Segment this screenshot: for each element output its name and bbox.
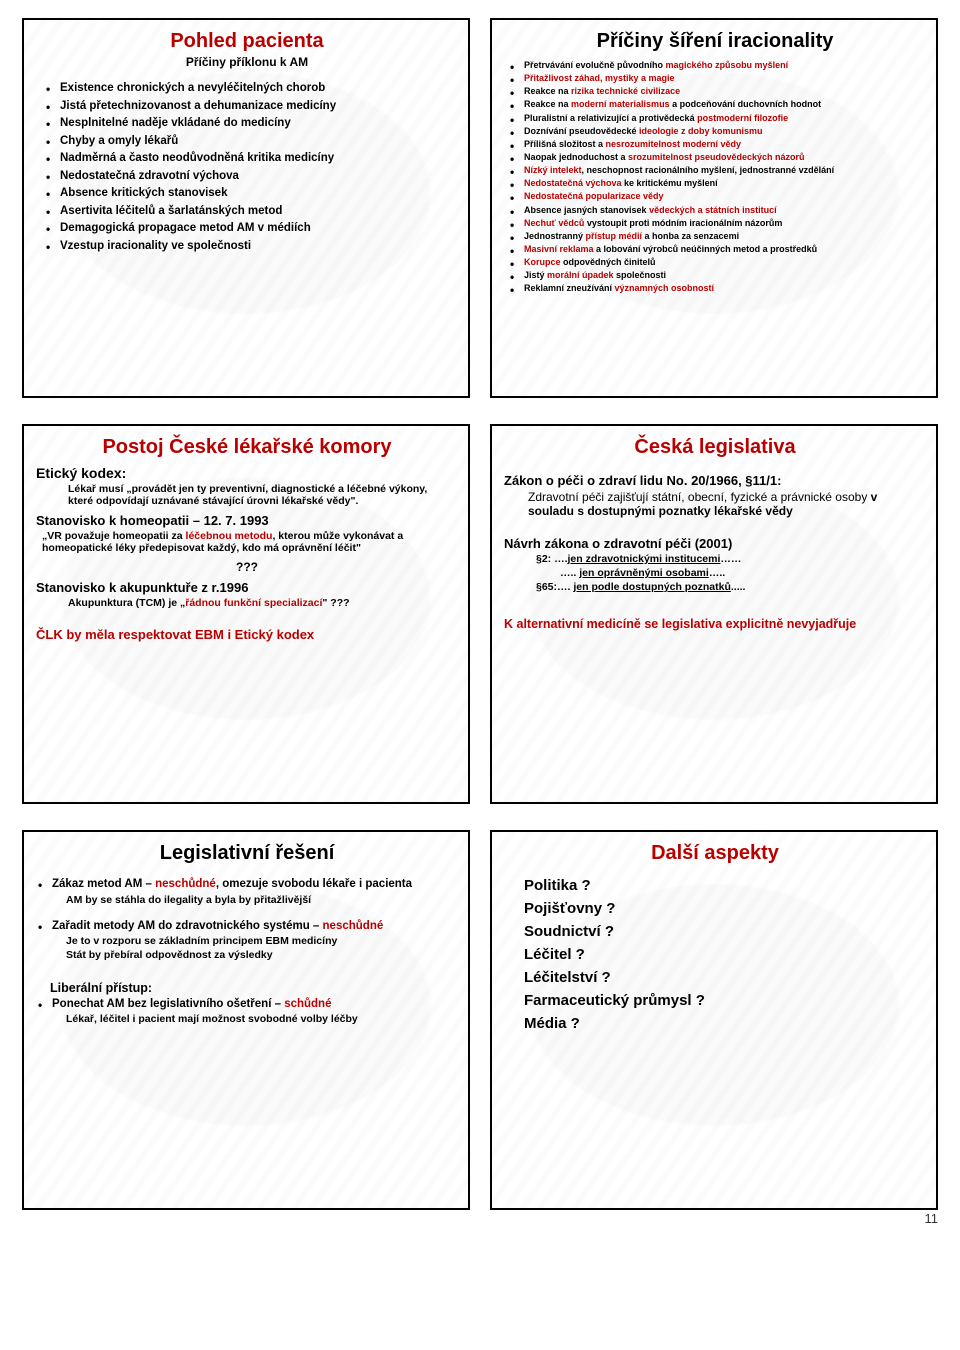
list-item: Nesplnitelné naděje vkládané do medicíny [60, 116, 460, 132]
slide-title: Další aspekty [502, 842, 928, 865]
slide-priciny-sireni: Příčiny šíření iracionality Přetrvávání … [490, 18, 938, 398]
list-item: Existence chronických a nevyléčitelných … [60, 81, 460, 97]
list-item: Demagogická propagace metod AM v médiích [60, 221, 460, 237]
list-item: Jistý morální úpadek společnosti [524, 269, 928, 281]
list-item: Pluralistní a relativizující a protivěde… [524, 112, 928, 124]
slide-pohled-pacienta: Pohled pacienta Příčiny příklonu k AM Ex… [22, 18, 470, 398]
list-item: Nedostatečná popularizace vědy [524, 190, 928, 202]
list-item: Absence jasných stanovisek vědeckých a s… [524, 204, 928, 216]
aspect-item: Pojišťovny ? [524, 900, 928, 917]
law-heading: Zákon o péči o zdraví lidu No. 20/1966, … [504, 473, 928, 488]
list-item: Přetrvávání evolučně původního magického… [524, 59, 928, 71]
list-item: Chyby a omyly lékařů [60, 134, 460, 150]
list-item: Zákaz metod AM – neschůdné, omezuje svob… [52, 877, 460, 907]
slide-title: Česká legislativa [502, 436, 928, 459]
draft-line: §2: ….jen zdravotnickými institucemi…… [536, 553, 928, 565]
closing-statement: ČLK by měla respektovat EBM i Etický kod… [36, 627, 460, 642]
bullet-list: Existence chronických a nevyléčitelných … [34, 81, 460, 254]
list-item: Nedostatečná výchova ke kritickému myšle… [524, 177, 928, 189]
list-item: Asertivita léčitelů a šarlatánských meto… [60, 204, 460, 220]
aspects-list: Politika ? Pojišťovny ? Soudnictví ? Léčite… [524, 877, 928, 1032]
aspect-item: Soudnictví ? [524, 923, 928, 940]
draft-line: §65:…. jen podle dostupných poznatků....… [536, 581, 928, 593]
aspect-item: Léčitelství ? [524, 969, 928, 986]
list-item: Přílišná složitost a nesrozumitelnost mo… [524, 138, 928, 150]
page-number: 11 [925, 1211, 939, 1226]
draft-heading: Návrh zákona o zdravotní péči (2001) [504, 536, 928, 551]
list-item: Nedostatečná zdravotní výchova [60, 169, 460, 185]
slide-postoj-clk: Postoj České lékařské komory Etický kode… [22, 424, 470, 804]
list-item: Zařadit metody AM do zdravotnického syst… [52, 919, 460, 963]
ethics-text: Lékař musí „provádět jen ty preventivní,… [68, 483, 454, 507]
list-item: Nadměrná a často neodůvodněná kritika me… [60, 151, 460, 167]
list-item: Reklamní zneužívání významných osobností [524, 282, 928, 294]
sub-item: Stát by přebíral odpovědnost za výsledky [66, 948, 460, 962]
slide-title: Pohled pacienta [34, 30, 460, 53]
draft-line: ….. jen oprávněnými osobami….. [560, 567, 928, 579]
liberal-heading: Liberální přístup: [50, 981, 460, 995]
aspect-item: Léčitel ? [524, 946, 928, 963]
list-item: Reakce na moderní materialismus a podceň… [524, 98, 928, 110]
list-item: Doznívání pseudovědecké ideologie z doby… [524, 125, 928, 137]
homeopathy-text: „VR považuje homeopatii za léčebnou meto… [42, 530, 456, 554]
list-item: Přitažlivost záhad, mystiky a magie [524, 72, 928, 84]
law-text: Zdravotní péči zajišťují státní, obecní,… [528, 490, 922, 518]
list-item: Vzestup iracionality ve společnosti [60, 239, 460, 255]
acupuncture-heading: Stanovisko k akupunktuře z r.1996 [36, 580, 460, 595]
list-item: Reakce na rizika technické civilizace [524, 85, 928, 97]
aspect-item: Média ? [524, 1015, 928, 1032]
sub-item: Lékař, léčitel i pacient mají možnost sv… [66, 1012, 460, 1026]
acupuncture-text: Akupunktura (TCM) je „řádnou funkční spe… [68, 597, 454, 609]
slide-title: Postoj České lékařské komory [34, 436, 460, 459]
aspect-item: Politika ? [524, 877, 928, 894]
bullet-list: Zákaz metod AM – neschůdné, omezuje svob… [34, 877, 460, 907]
slide-title: Příčiny šíření iracionality [502, 30, 928, 53]
list-item: Masivní reklama a lobování výrobců neúči… [524, 243, 928, 255]
sub-item: AM by se stáhla do ilegality a byla by p… [66, 893, 460, 907]
slide-ceska-legislativa: Česká legislativa Zákon o péči o zdraví … [490, 424, 938, 804]
bullet-list: Přetrvávání evolučně původního magického… [502, 59, 928, 295]
slide-legislativni-reseni: Legislativní řešení Zákaz metod AM – nes… [22, 830, 470, 1210]
question-marks: ??? [40, 560, 454, 574]
ethics-heading: Etický kodex: [36, 465, 460, 481]
slide-title: Legislativní řešení [34, 842, 460, 865]
list-item: Naopak jednoduchost a srozumitelnost pse… [524, 151, 928, 163]
homeopathy-heading: Stanovisko k homeopatii – 12. 7. 1993 [36, 513, 460, 528]
sub-item: Je to v rozporu se základním principem E… [66, 934, 460, 948]
closing-statement: K alternativní medicíně se legislativa e… [504, 617, 928, 631]
list-item: Jistá přetechnizovanost a dehumanizace m… [60, 99, 460, 115]
list-item: Nechuť vědců vystoupit proti módním irac… [524, 217, 928, 229]
list-item: Nízký intelekt, neschopnost racionálního… [524, 164, 928, 176]
list-item: Korupce odpovědných činitelů [524, 256, 928, 268]
list-item: Ponechat AM bez legislativního ošetření … [52, 997, 460, 1027]
slide-subtitle: Příčiny příklonu k AM [34, 55, 460, 69]
list-item: Absence kritických stanovisek [60, 186, 460, 202]
aspect-item: Farmaceutický průmysl ? [524, 992, 928, 1009]
slide-dalsi-aspekty: Další aspekty Politika ? Pojišťovny ? Soud… [490, 830, 938, 1210]
list-item: Jednostranný přístup médií a honba za se… [524, 230, 928, 242]
